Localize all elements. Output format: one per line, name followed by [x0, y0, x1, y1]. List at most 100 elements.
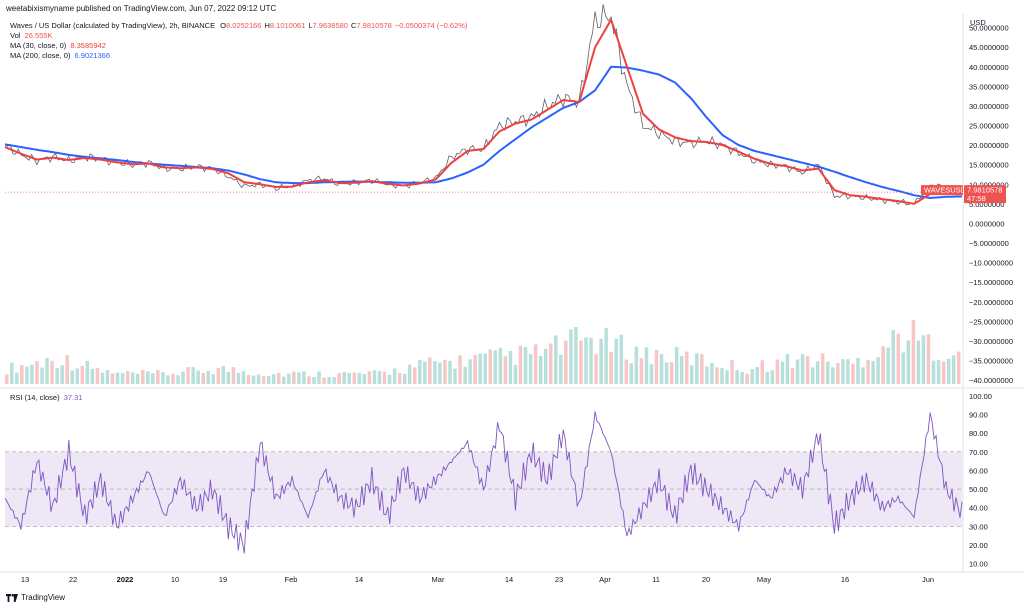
volume-bar	[392, 368, 397, 384]
volume-bar	[720, 368, 724, 384]
volume-bar	[624, 359, 629, 384]
volume-bar	[554, 335, 558, 384]
volume-bar	[110, 373, 115, 384]
volume-bar	[604, 328, 608, 384]
price-tick-label: −25.0000000	[969, 317, 1013, 326]
time-tick-label: 22	[69, 575, 77, 584]
time-tick-label: 14	[355, 575, 363, 584]
volume-bar	[266, 376, 271, 384]
volume-bar	[221, 366, 226, 384]
volume-bar	[130, 372, 135, 384]
volume-bar	[377, 370, 382, 384]
legend-ohlc-h: H8.1010061	[264, 21, 306, 30]
volume-bar	[649, 364, 654, 384]
legend-vol-row: Vol 26.555K	[10, 31, 467, 41]
volume-bar	[815, 361, 820, 384]
volume-bar	[785, 354, 790, 384]
volume-bar	[710, 362, 714, 384]
volume-bar	[559, 354, 563, 384]
volume-bar	[795, 359, 800, 384]
volume-bar	[574, 327, 578, 384]
volume-bar	[256, 374, 261, 384]
legend-ma200-label: MA (200, close, 0)	[10, 51, 71, 60]
volume-bar	[166, 375, 170, 384]
volume-bar	[690, 365, 694, 384]
volume-bar	[146, 371, 150, 384]
legend-ohlc-l: L7.9638580	[308, 21, 348, 30]
volume-bar	[513, 364, 518, 384]
time-tick-label: 2022	[117, 575, 134, 584]
volume-bar	[745, 373, 749, 384]
volume-bar	[196, 370, 200, 384]
ma200-line	[4, 65, 963, 200]
volume-bar	[443, 359, 447, 384]
attribution-text: weetabixismyname published on TradingVie…	[6, 4, 277, 13]
time-tick-label: 16	[841, 575, 849, 584]
volume-bar	[730, 360, 734, 384]
tradingview-footer[interactable]: TradingView	[6, 593, 65, 602]
rsi-value: 37.31	[63, 393, 83, 402]
price-tick-label: −15.0000000	[969, 278, 1013, 287]
volume-bar	[468, 359, 472, 384]
volume-bar	[292, 371, 296, 384]
volume-bar	[951, 355, 956, 384]
rsi-label: RSI (14, close)	[10, 393, 60, 402]
legend-ohlc-c: C7.9810578	[350, 21, 392, 30]
volume-bar	[684, 351, 689, 384]
volume-bar	[367, 371, 372, 384]
volume-bar	[523, 347, 528, 384]
legend-ma200-row[interactable]: MA (200, close, 0) 6.9021366	[10, 51, 467, 61]
volume-bar	[135, 373, 140, 384]
tradingview-logo-icon	[6, 593, 18, 602]
volume-bar	[886, 347, 890, 384]
volume-bar	[931, 360, 936, 384]
volume-bar	[705, 366, 709, 384]
volume-bar	[493, 350, 498, 384]
volume-bar	[538, 355, 543, 384]
volume-bar	[664, 362, 669, 384]
price-tick-label: 5.0000000	[969, 200, 1004, 209]
volume-bar	[634, 346, 639, 384]
volume-bar	[120, 373, 125, 384]
volume-bar	[100, 372, 105, 384]
volume-bar	[201, 373, 205, 384]
volume-bar	[543, 348, 548, 384]
volume-bar	[246, 375, 251, 384]
legend-ma30-label: MA (30, close, 0)	[10, 41, 67, 50]
price-tick-label: 10.0000000	[969, 180, 1009, 189]
volume-bar	[458, 355, 462, 384]
volume-bar	[906, 340, 911, 384]
volume-bar	[317, 371, 321, 384]
volume-bar	[327, 377, 331, 384]
volume-bar	[871, 360, 875, 384]
volume-bar	[105, 370, 110, 384]
time-tick-label: Apr	[599, 575, 611, 584]
volume-bar	[151, 373, 155, 384]
time-tick-label: 13	[21, 575, 29, 584]
legend-ma30-row[interactable]: MA (30, close, 0) 8.3585942	[10, 41, 467, 51]
volume-bar	[644, 347, 649, 384]
volume-bar	[926, 334, 931, 384]
legend-vol-value: 26.555K	[24, 31, 53, 40]
volume-bar	[614, 338, 618, 384]
volume-bar	[488, 349, 493, 384]
volume-bar	[483, 353, 487, 384]
volume-bar	[760, 360, 765, 384]
rsi-tick-label: 80.00	[969, 429, 988, 438]
volume-bar	[402, 373, 407, 384]
price-tick-label: 35.0000000	[969, 82, 1009, 91]
price-tick-label: 40.0000000	[969, 63, 1009, 72]
volume-bar	[140, 370, 145, 384]
volume-bar	[251, 375, 256, 384]
legend-ohlc: O8.0252166 H8.1010061 L7.9638580 C7.9810578…	[217, 21, 467, 30]
volume-bar	[382, 371, 387, 384]
volume-bar	[433, 361, 437, 384]
volume-bar	[765, 371, 770, 384]
volume-bar	[735, 369, 739, 384]
legend-title: Waves / US Dollar (calculated by Trading…	[10, 21, 216, 30]
volume-bar	[805, 356, 810, 384]
volume-bar	[941, 361, 946, 384]
volume-bar	[936, 360, 941, 384]
volume-bar	[498, 347, 503, 384]
